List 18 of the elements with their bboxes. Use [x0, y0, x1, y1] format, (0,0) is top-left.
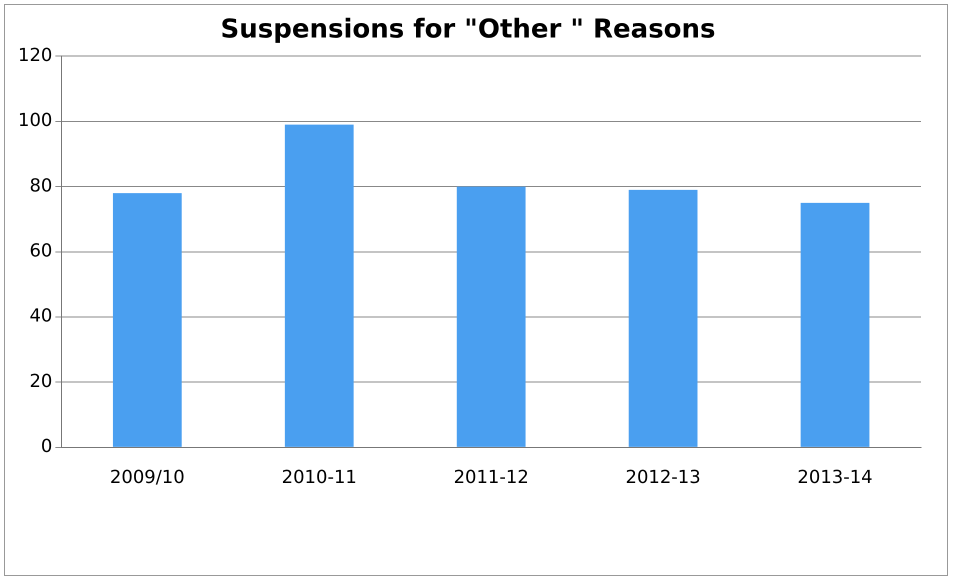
- bar: [456, 186, 526, 447]
- bar: [284, 124, 354, 447]
- y-tick-label: 60: [29, 240, 52, 262]
- x-tick-label: 2010-11: [282, 466, 357, 488]
- x-tick-label: 2012-13: [626, 466, 701, 488]
- y-tick-label: 40: [29, 306, 52, 327]
- x-tick-label: 2013-14: [797, 466, 873, 488]
- bar: [800, 202, 870, 447]
- bar: [628, 190, 698, 447]
- y-tick-label: 120: [18, 44, 52, 66]
- bar: [112, 193, 182, 447]
- y-tick-label: 80: [29, 175, 52, 196]
- chart-title: Suspensions for "Other " Reasons: [220, 14, 716, 44]
- x-tick-label: 2009/10: [110, 466, 185, 488]
- x-tick-label: 2011-12: [454, 466, 529, 488]
- y-tick-label: 20: [29, 370, 52, 392]
- y-tick-label: 100: [18, 110, 52, 132]
- y-tick-label: 0: [40, 436, 52, 458]
